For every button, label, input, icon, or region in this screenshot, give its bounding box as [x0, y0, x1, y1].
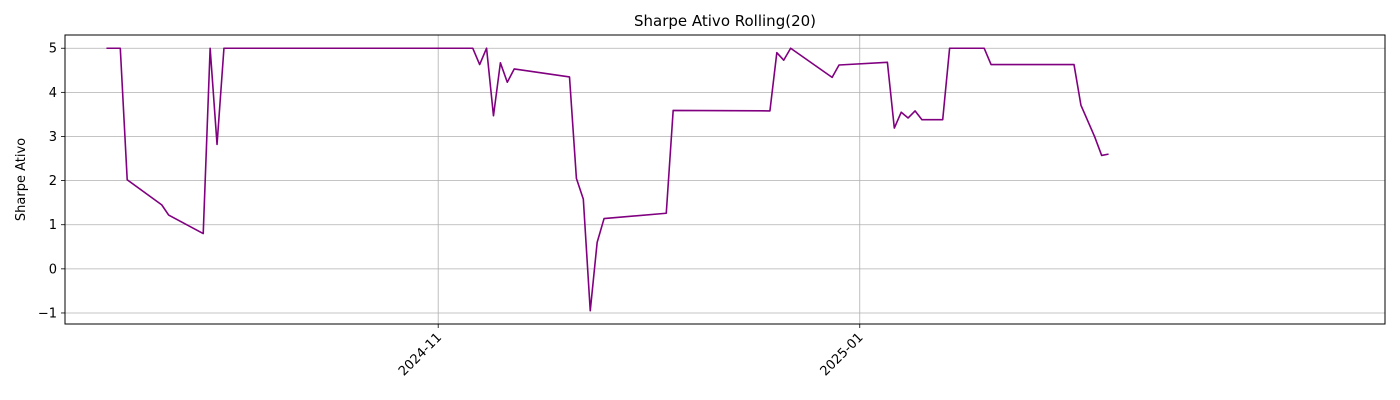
y-tick-label: 5	[49, 42, 57, 57]
y-tick-label: 1	[49, 218, 57, 233]
plot-area-frame	[64, 34, 1386, 325]
y-tick-label: 0	[49, 262, 57, 277]
series-layer	[106, 47, 1109, 312]
y-tick-label: 4	[49, 86, 57, 101]
y-axis-label: Sharpe Ativo	[14, 138, 29, 221]
y-tick-label: −1	[38, 306, 57, 321]
series-line	[106, 47, 1109, 312]
y-tick-label: 3	[49, 130, 57, 145]
chart-title: Sharpe Ativo Rolling(20)	[634, 12, 816, 30]
y-tick-label: 2	[49, 174, 57, 189]
grid-lines	[65, 35, 1385, 324]
y-axis-ticks: −1 0 1 2 3 4 5	[38, 42, 65, 321]
